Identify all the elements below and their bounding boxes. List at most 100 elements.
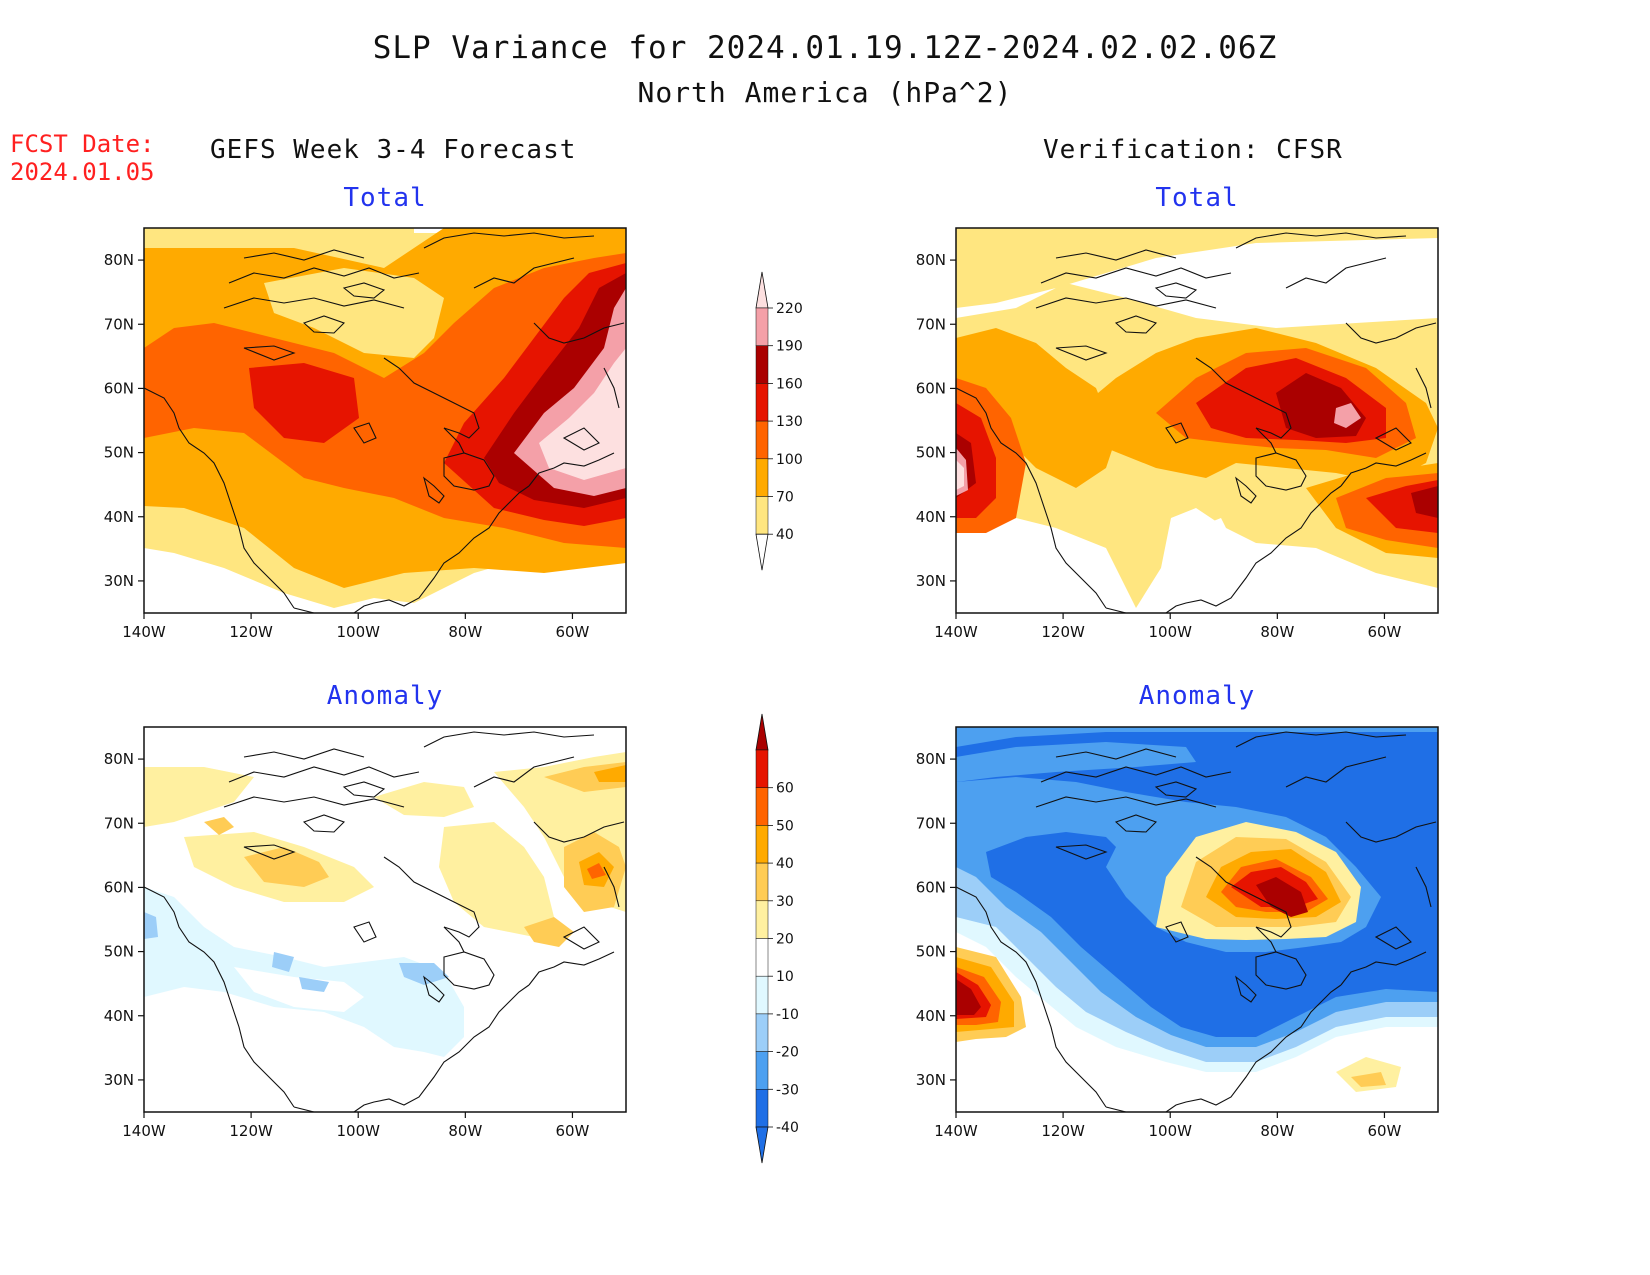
anomaly-colorbar: -40 -30 -20 -10 10 20 30 40 50 60	[755, 713, 799, 1164]
shade-130-west	[249, 363, 359, 443]
colorbar-tick-label: 40	[776, 856, 794, 872]
map-frame	[143, 227, 627, 614]
lon-tick-label: 120W	[229, 1122, 273, 1140]
coastline-segment	[1114, 315, 1158, 334]
lat-tick-label: 30N	[916, 1071, 946, 1089]
coastline-segment	[1055, 844, 1108, 860]
coastline-segment	[293, 1106, 315, 1112]
colorbar-band	[755, 383, 769, 422]
coastline-segment	[1235, 731, 1407, 748]
lon-tick-label: 140W	[122, 623, 166, 641]
coastline	[956, 731, 1437, 1112]
coastline-segment	[293, 607, 315, 613]
lat-tick-label: 30N	[104, 1071, 134, 1089]
lat-tick-label: 70N	[104, 315, 134, 333]
map-axes: 140W 120W 100W 80W 60W 30N 40N 50N 60N 70N 80N	[916, 251, 1402, 641]
coastline-segment	[1415, 866, 1432, 908]
forecast-anomaly-map: 140W 120W 100W 80W 60W 30N 40N 50N 60N 70N 80N	[104, 726, 627, 1140]
coastline-segment	[353, 422, 377, 444]
coastline	[144, 232, 625, 613]
shade-neg10	[144, 887, 464, 1057]
lon-tick-label: 80W	[1260, 1122, 1294, 1140]
coastline-segment	[1165, 921, 1189, 943]
lat-tick-label: 40N	[104, 1007, 134, 1025]
coastline-segment	[423, 975, 445, 1003]
coastline-segment	[423, 476, 445, 504]
coastline-segment	[1374, 427, 1412, 451]
colorbar-tick-label: 220	[776, 301, 803, 317]
colorbar-bottom-triangle	[755, 1126, 769, 1164]
coastline-segment	[1040, 766, 1232, 783]
coastline-segment	[1345, 821, 1437, 843]
shade-white-mid	[1196, 518, 1236, 598]
colorbar-tick-label: 70	[776, 490, 794, 506]
colorbar-band	[755, 862, 769, 902]
coastline-segment	[1105, 1106, 1127, 1112]
coastline-segment	[1035, 297, 1217, 309]
colorbar-band	[755, 1051, 769, 1090]
coastline-segment	[562, 427, 600, 451]
coastline-segment	[1035, 796, 1217, 808]
lat-tick-label: 70N	[916, 814, 946, 832]
lon-tick-label: 120W	[229, 623, 273, 641]
lat-tick-label: 30N	[916, 572, 946, 590]
colorbar-band	[755, 420, 769, 460]
forecast-column-heading: GEFS Week 3-4 Forecast	[210, 135, 577, 165]
lat-tick-label: 80N	[104, 750, 134, 768]
colorbar-band	[755, 938, 769, 977]
lon-tick-label: 100W	[336, 1122, 380, 1140]
colorbar-band	[755, 1089, 769, 1128]
shade-160	[956, 373, 1438, 518]
coastline-segment	[223, 796, 405, 808]
shade-60	[956, 877, 1308, 1015]
coastline-segment	[423, 731, 595, 748]
shade-30	[579, 765, 626, 887]
forecast-date-label: FCST Date:	[10, 130, 155, 158]
shade-yellow-arctic	[264, 268, 444, 358]
coastline-segment	[243, 345, 296, 361]
coastline-segment	[1345, 322, 1437, 344]
lat-tick-label: 60N	[916, 379, 946, 397]
lat-tick-label: 40N	[916, 1007, 946, 1025]
coastline-segment	[423, 232, 595, 249]
lon-tick-label: 100W	[336, 623, 380, 641]
colorbar-band	[755, 825, 769, 864]
coastline-segment	[1235, 975, 1257, 1003]
coastline-segment	[1235, 476, 1257, 504]
colorbar-tick-label: 30	[776, 894, 794, 910]
lon-tick-label: 80W	[1260, 623, 1294, 641]
coastline-segment	[302, 814, 346, 833]
map-axes: 140W 120W 100W 80W 60W 30N 40N 50N 60N 70N 80N	[104, 251, 590, 641]
colorbar-band	[755, 307, 769, 346]
shade-220	[956, 460, 964, 490]
lon-tick-label: 60W	[555, 623, 589, 641]
coastline-segment	[1055, 345, 1108, 361]
lon-tick-label: 80W	[448, 1122, 482, 1140]
coastline-segment	[443, 926, 465, 953]
lat-tick-label: 30N	[104, 572, 134, 590]
coastline-segment	[1105, 607, 1127, 613]
coastline-segment	[353, 984, 530, 1112]
lat-tick-label: 70N	[104, 814, 134, 832]
shade-white-hole	[234, 967, 364, 1012]
coastline-segment	[1255, 951, 1307, 990]
lon-tick-label: 140W	[934, 623, 978, 641]
map-frame	[955, 227, 1439, 614]
lon-tick-label: 100W	[1148, 623, 1192, 641]
coastline-segment	[144, 886, 295, 1108]
coastline-segment	[383, 856, 480, 938]
coastline-segment	[1285, 756, 1387, 788]
colorbar-band	[755, 496, 769, 535]
coastline-segment	[1114, 814, 1158, 833]
verification-total-title: Total	[1155, 183, 1239, 213]
coastline-segment	[223, 297, 405, 309]
colorbar-tick-label: -40	[776, 1120, 799, 1136]
verification-total-map: 140W 120W 100W 80W 60W 30N 40N 50N 60N 70N 80N	[916, 227, 1439, 641]
colorbar-top-triangle	[755, 271, 769, 309]
coastline-segment	[1154, 781, 1198, 798]
coastline-segment	[1340, 951, 1427, 986]
coastline-segment	[302, 315, 346, 334]
colorbar-tick-label: 100	[776, 452, 803, 468]
coastline-segment	[1285, 257, 1387, 289]
coastline-segment	[443, 452, 495, 491]
